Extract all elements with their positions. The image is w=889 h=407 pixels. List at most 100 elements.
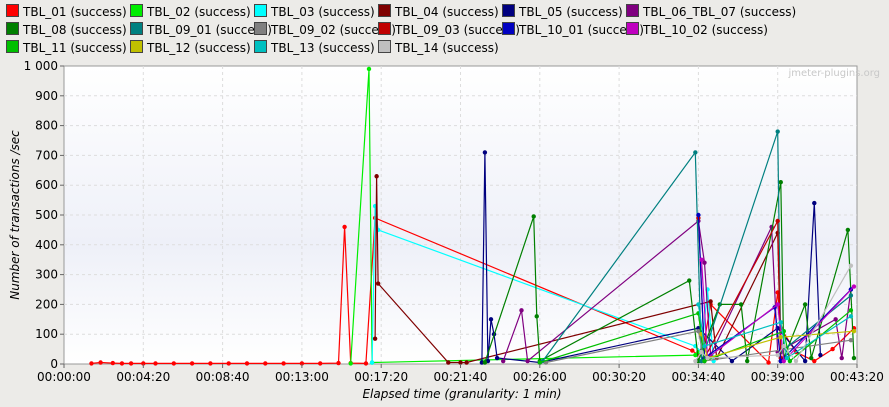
data-point bbox=[696, 302, 701, 307]
legend-item: TBL_03 (success) bbox=[254, 4, 375, 20]
data-point bbox=[839, 355, 844, 361]
data-point bbox=[531, 214, 536, 219]
data-point bbox=[699, 349, 704, 355]
legend-label: TBL_09_02 (success) bbox=[271, 23, 396, 37]
chart-legend: TBL_01 (success) TBL_02 (success) TBL_03 (… bbox=[0, 0, 889, 60]
data-point bbox=[775, 218, 780, 224]
data-point bbox=[348, 361, 353, 366]
data-point bbox=[89, 361, 94, 366]
legend-swatch bbox=[6, 22, 19, 35]
legend-swatch bbox=[626, 4, 639, 17]
y-tick-label: 300 bbox=[35, 268, 58, 282]
data-point bbox=[336, 360, 341, 366]
x-tick-label: 00:39:00 bbox=[751, 370, 805, 384]
data-point bbox=[699, 358, 704, 364]
data-point bbox=[851, 284, 857, 289]
legend-item: TBL_10_01 (success) bbox=[502, 22, 644, 38]
data-point bbox=[738, 302, 744, 307]
data-point bbox=[263, 361, 268, 366]
legend-label: TBL_09_03 (success) bbox=[395, 23, 520, 37]
data-point bbox=[778, 334, 783, 340]
legend-label: TBL_05 (success) bbox=[519, 5, 623, 19]
data-point bbox=[802, 358, 808, 364]
data-point bbox=[281, 361, 286, 366]
y-tick-label: 0 bbox=[50, 357, 58, 371]
data-point bbox=[696, 212, 701, 218]
x-tick-label: 00:43:20 bbox=[830, 370, 884, 384]
data-point bbox=[848, 308, 854, 313]
data-point bbox=[537, 360, 542, 365]
legend-swatch bbox=[502, 4, 515, 17]
data-point bbox=[793, 358, 799, 364]
legend-swatch bbox=[502, 22, 515, 35]
legend-label: TBL_09_01 (success) bbox=[147, 23, 272, 37]
data-point bbox=[208, 361, 213, 366]
data-point bbox=[119, 361, 125, 366]
data-point bbox=[851, 355, 857, 361]
legend-label: TBL_11 (success) bbox=[23, 41, 127, 55]
legend-item: TBL_11 (success) bbox=[6, 40, 127, 56]
legend-label: TBL_13 (success) bbox=[271, 41, 375, 55]
data-point bbox=[848, 314, 854, 319]
data-point bbox=[446, 360, 451, 365]
data-point bbox=[766, 360, 771, 365]
data-point bbox=[98, 360, 103, 365]
legend-item: TBL_12 (success) bbox=[130, 40, 251, 56]
legend-item: TBL_13 (success) bbox=[254, 40, 375, 56]
data-point bbox=[299, 361, 305, 366]
y-tick-label: 600 bbox=[35, 178, 58, 192]
legend-label: TBL_10_01 (success) bbox=[519, 23, 644, 37]
y-tick-label: 1 000 bbox=[24, 59, 58, 73]
y-tick-label: 100 bbox=[35, 327, 58, 341]
legend-item: TBL_09_01 (success) bbox=[130, 22, 272, 38]
data-point bbox=[729, 358, 735, 364]
data-point bbox=[696, 358, 701, 364]
legend-swatch bbox=[130, 40, 143, 53]
data-point bbox=[141, 361, 146, 366]
y-tick-label: 700 bbox=[35, 148, 58, 162]
legend-label: TBL_06_TBL_07 (success) bbox=[643, 5, 797, 19]
data-point bbox=[189, 361, 195, 366]
x-tick-label: 00:13:00 bbox=[275, 370, 329, 384]
data-point bbox=[374, 174, 379, 179]
data-point bbox=[787, 358, 793, 364]
data-point bbox=[778, 320, 783, 325]
data-point bbox=[375, 281, 381, 286]
legend-label: TBL_03 (success) bbox=[271, 5, 375, 19]
legend-item: TBL_04 (success) bbox=[378, 4, 499, 20]
data-point bbox=[812, 358, 817, 364]
legend-swatch bbox=[130, 22, 143, 35]
data-point bbox=[482, 150, 488, 155]
y-tick-label: 800 bbox=[35, 119, 58, 133]
data-point bbox=[708, 299, 713, 304]
y-tick-label: 400 bbox=[35, 238, 58, 252]
data-point bbox=[479, 360, 485, 365]
data-point bbox=[809, 355, 814, 361]
data-point bbox=[501, 358, 506, 364]
data-point bbox=[778, 180, 783, 185]
data-point bbox=[851, 329, 857, 334]
legend-swatch bbox=[378, 40, 391, 53]
legend-swatch bbox=[254, 40, 267, 53]
watermark: jmeter-plugins.org bbox=[787, 68, 880, 79]
data-point bbox=[830, 346, 835, 352]
data-point bbox=[342, 224, 347, 230]
data-point bbox=[525, 358, 530, 364]
x-tick-label: 00:00:00 bbox=[37, 370, 91, 384]
legend-swatch bbox=[6, 4, 19, 17]
data-point bbox=[699, 257, 704, 262]
legend-swatch bbox=[6, 40, 19, 53]
data-point bbox=[848, 337, 854, 343]
legend-item: TBL_05 (success) bbox=[502, 4, 623, 20]
legend-item: TBL_08 (success) bbox=[6, 22, 127, 38]
series-line bbox=[542, 131, 852, 362]
y-tick-label: 500 bbox=[35, 208, 58, 222]
data-point bbox=[494, 355, 500, 361]
legend-label: TBL_01 (success) bbox=[23, 5, 127, 19]
data-point bbox=[372, 336, 378, 341]
legend-label: TBL_04 (success) bbox=[395, 5, 499, 19]
legend-label: TBL_02 (success) bbox=[147, 5, 251, 19]
legend-item: TBL_01 (success) bbox=[6, 4, 127, 20]
data-point bbox=[702, 343, 707, 349]
